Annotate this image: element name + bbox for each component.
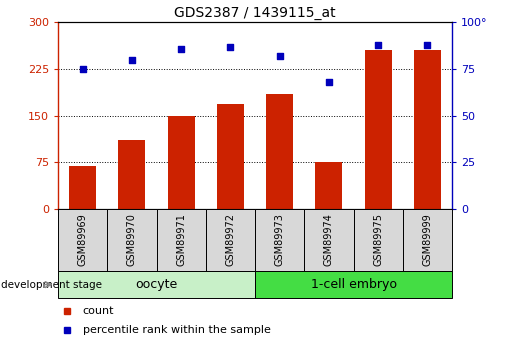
Point (325, 79, 333, 85)
Point (177, 46, 185, 51)
Point (374, 42, 382, 48)
Bar (58, 271, 255, 298)
Bar (365, 50, 392, 209)
Bar (118, 140, 145, 209)
Point (79, 66, 87, 72)
Bar (108, 209, 157, 271)
Text: GSM89974: GSM89974 (324, 213, 334, 266)
Text: GSM89999: GSM89999 (422, 214, 432, 266)
Bar (206, 209, 255, 271)
Bar (354, 209, 403, 271)
Text: 1-cell embryo: 1-cell embryo (311, 278, 396, 291)
Text: GSM89973: GSM89973 (275, 213, 285, 266)
Bar (157, 209, 206, 271)
Text: count: count (83, 306, 114, 316)
Text: GSM89969: GSM89969 (78, 214, 88, 266)
Text: oocyte: oocyte (135, 278, 178, 291)
Point (128, 57, 136, 62)
Bar (168, 116, 195, 209)
Bar (305, 209, 354, 271)
Text: development stage: development stage (1, 280, 102, 289)
Bar (255, 209, 305, 271)
Text: percentile rank within the sample: percentile rank within the sample (83, 325, 271, 335)
Point (423, 42, 431, 48)
Point (226, 44, 234, 49)
Bar (255, 271, 452, 298)
Bar (217, 105, 244, 209)
Point (276, 53, 284, 59)
Text: GSM89970: GSM89970 (127, 213, 137, 266)
Text: GSM89971: GSM89971 (176, 213, 186, 266)
Bar (266, 94, 293, 209)
Text: GSM89972: GSM89972 (225, 213, 235, 266)
Text: GSM89975: GSM89975 (373, 213, 383, 266)
Bar (403, 209, 452, 271)
Bar (58, 209, 107, 271)
Bar (315, 162, 342, 209)
Bar (69, 167, 96, 209)
Title: GDS2387 / 1439115_at: GDS2387 / 1439115_at (174, 6, 336, 20)
Bar (414, 50, 441, 209)
